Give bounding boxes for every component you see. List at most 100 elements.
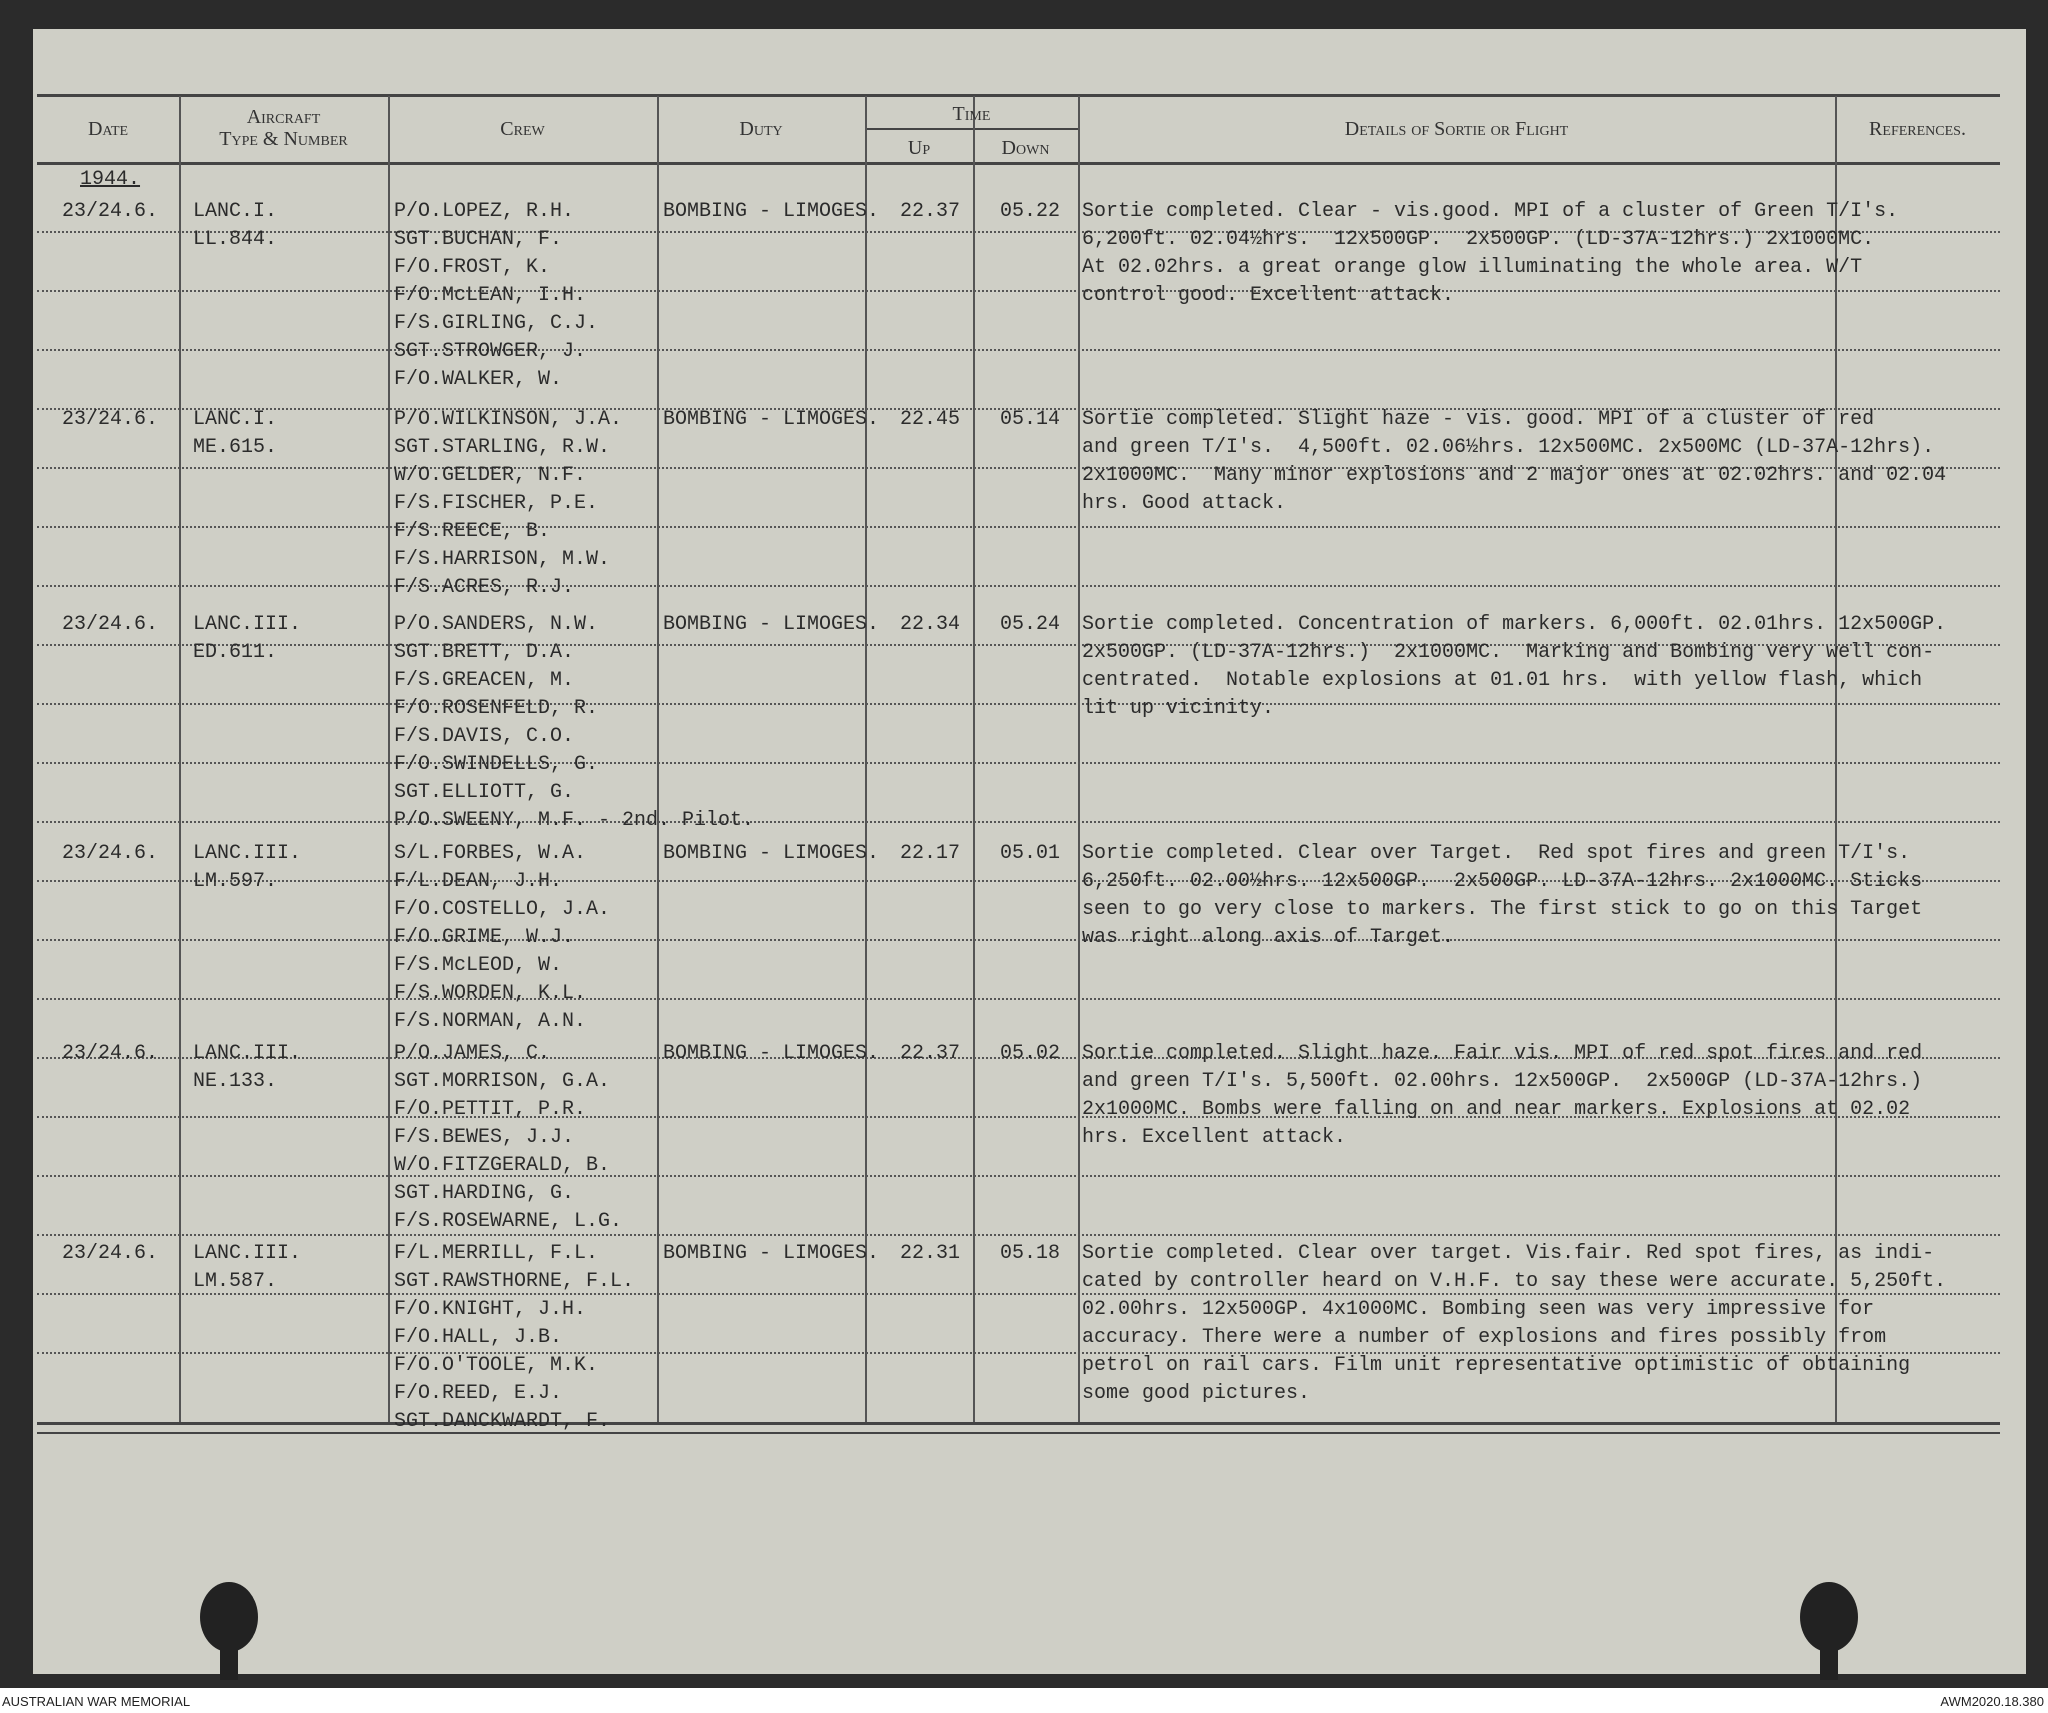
crew-member: F/S.ROSEWARNE, L.G. [394, 1210, 623, 1233]
time-sub-rule [865, 128, 1078, 130]
ruled-dotted-line [37, 467, 2000, 469]
sortie-detail-line: 2x1000MC. Bombs were falling on and near… [1082, 1098, 1911, 1121]
header-aircraft: Aircraft Type & Number [179, 106, 388, 150]
crew-member: F/L.MERRILL, F.L. [394, 1242, 599, 1265]
ruled-dotted-line [37, 762, 2000, 764]
binder-slot-right [1820, 1640, 1838, 1680]
crew-member: F/S.BEWES, J.J. [394, 1126, 575, 1149]
crew-member: F/O.GRIME, W.J. [394, 926, 575, 949]
aircraft-line: LM.587. [193, 1270, 278, 1293]
header-aircraft-line2: Type & Number [219, 128, 348, 150]
sortie-detail-line: hrs. Excellent attack. [1082, 1126, 1347, 1149]
aircraft-line: LANC.I. [193, 408, 278, 431]
sortie-detail-line: petrol on rail cars. Film unit represent… [1082, 1354, 1911, 1377]
ruled-dotted-line [37, 408, 2000, 410]
aircraft-line: LL.844. [193, 228, 278, 251]
column-divider [973, 96, 975, 1422]
crew-member: F/O.McLEAN, I.H. [394, 284, 587, 307]
crew-member: F/O.O'TOOLE, M.K. [394, 1354, 599, 1377]
duty: BOMBING - LIMOGES. [663, 408, 880, 431]
crew-member: SGT.RAWSTHORNE, F.L. [394, 1270, 635, 1293]
column-divider [657, 96, 659, 1422]
ruled-dotted-line [37, 1057, 2000, 1059]
header-time: Time [952, 103, 991, 125]
duty: BOMBING - LIMOGES. [663, 200, 880, 223]
ruled-dotted-line [37, 939, 2000, 941]
crew-member: F/S.McLEOD, W. [394, 954, 563, 977]
header-duty: Duty [739, 118, 783, 140]
table-top-rule [37, 94, 2000, 97]
crew-member: SGT.BRETT, D.A. [394, 641, 575, 664]
header-details: Details of Sortie or Flight [1344, 118, 1569, 140]
sortie-detail-line: cated by controller heard on V.H.F. to s… [1082, 1270, 1947, 1293]
ruled-dotted-line [37, 231, 2000, 233]
sortie-detail-line: At 02.02hrs. a great orange glow illumin… [1082, 256, 1863, 279]
column-divider [1835, 96, 1837, 1422]
sortie-detail-line: centrated. Notable explosions at 01.01 h… [1082, 669, 1923, 692]
aircraft-line: LANC.III. [193, 1042, 302, 1065]
header-references: References. [1869, 118, 1966, 140]
crew-member: F/O.SWINDELLS, G. [394, 753, 599, 776]
crew-member: SGT.STARLING, R.W. [394, 436, 611, 459]
sortie-detail-line: accuracy. There were a number of explosi… [1082, 1326, 1887, 1349]
crew-member: P/O.SANDERS, N.W. [394, 613, 599, 636]
crew-member: W/O.FITZGERALD, B. [394, 1154, 611, 1177]
ruled-dotted-line [37, 290, 2000, 292]
entry-date: 23/24.6. [62, 1042, 159, 1065]
entry-date: 23/24.6. [62, 408, 159, 431]
ruled-dotted-line [37, 821, 2000, 823]
column-divider [179, 96, 181, 1422]
column-divider [388, 96, 390, 1422]
sortie-detail-line: Sortie completed. Clear over target. Vis… [1082, 1242, 1935, 1265]
crew-member: F/S.DAVIS, C.O. [394, 725, 575, 748]
crew-member: F/O.PETTIT, P.R. [394, 1098, 587, 1121]
crew-member: F/O.FROST, K. [394, 256, 551, 279]
time-up: 22.17 [900, 842, 961, 865]
sortie-detail-line: Sortie completed. Slight haze. Fair vis.… [1082, 1042, 1923, 1065]
sortie-detail-line: seen to go very close to markers. The fi… [1082, 898, 1923, 921]
sortie-detail-line: and green T/I's. 5,500ft. 02.00hrs. 12x5… [1082, 1070, 1923, 1093]
ruled-dotted-line [37, 703, 2000, 705]
table-bottom-rule-2 [37, 1432, 2000, 1434]
header-crew: Crew [500, 118, 545, 140]
aircraft-line: LANC.III. [193, 842, 302, 865]
crew-member: F/S.HARRISON, M.W. [394, 548, 611, 571]
duty: BOMBING - LIMOGES. [663, 842, 880, 865]
crew-member: F/O.WALKER, W. [394, 368, 563, 391]
crew-member: F/O.COSTELLO, J.A. [394, 898, 611, 921]
ruled-dotted-line [37, 1175, 2000, 1177]
ruled-dotted-line [37, 1352, 2000, 1354]
crew-member: P/O.SWEENY, M.F. - 2nd. Pilot. [394, 809, 755, 832]
time-up: 22.31 [900, 1242, 961, 1265]
binder-slot-left [220, 1640, 238, 1680]
ruled-dotted-line [37, 644, 2000, 646]
time-down: 05.22 [1000, 200, 1061, 223]
crew-member: P/O.LOPEZ, R.H. [394, 200, 575, 223]
time-down: 05.02 [1000, 1042, 1061, 1065]
time-up: 22.45 [900, 408, 961, 431]
time-down: 05.14 [1000, 408, 1061, 431]
entry-date: 23/24.6. [62, 200, 159, 223]
ruled-dotted-line [37, 349, 2000, 351]
crew-member: F/O.KNIGHT, J.H. [394, 1298, 587, 1321]
crew-member: F/O.HALL, J.B. [394, 1326, 563, 1349]
sortie-detail-line: Sortie completed. Slight haze - vis. goo… [1082, 408, 1875, 431]
crew-member: SGT.MORRISON, G.A. [394, 1070, 611, 1093]
column-divider [865, 96, 867, 1422]
column-divider [1078, 96, 1080, 1422]
crew-member: SGT.ELLIOTT, G. [394, 781, 575, 804]
crew-member: SGT.BUCHAN, F. [394, 228, 563, 251]
ruled-dotted-line [37, 1116, 2000, 1118]
header-aircraft-line1: Aircraft [246, 106, 321, 128]
sortie-detail-line: Sortie completed. Clear - vis.good. MPI … [1082, 200, 1899, 223]
crew-member: S/L.FORBES, W.A. [394, 842, 587, 865]
footer-accession: AWM2020.18.380 [1940, 1694, 2044, 1709]
time-up: 22.37 [900, 1042, 961, 1065]
header-bottom-rule [37, 162, 2000, 165]
crew-member: P/O.JAMES, C. [394, 1042, 551, 1065]
ruled-dotted-line [37, 1293, 2000, 1295]
crew-member: F/O.REED, E.J. [394, 1382, 563, 1405]
aircraft-line: LM.597. [193, 870, 278, 893]
ruled-dotted-line [37, 998, 2000, 1000]
aircraft-line: LANC.III. [193, 1242, 302, 1265]
